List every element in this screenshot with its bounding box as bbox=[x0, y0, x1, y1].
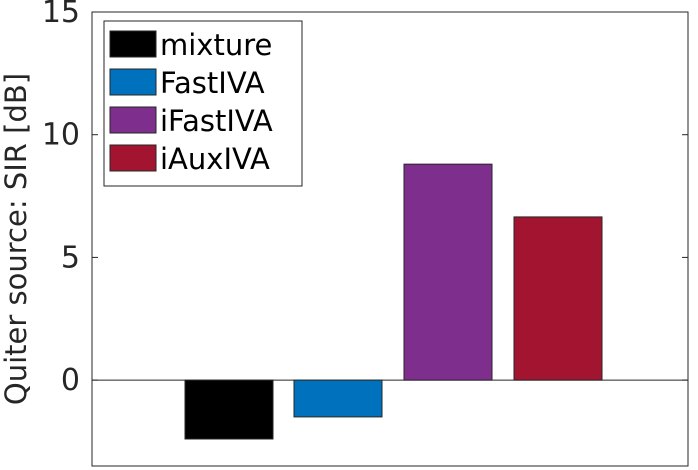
legend-swatch-FastIVA bbox=[109, 68, 157, 96]
y-tick-label: 0 bbox=[61, 363, 80, 398]
legend-swatch-iAuxIVA bbox=[109, 144, 157, 172]
y-tick-label: 5 bbox=[61, 240, 80, 275]
legend-label-FastIVA: FastIVA bbox=[160, 66, 265, 100]
y-tick-label: 15 bbox=[42, 0, 80, 30]
bar-iFastIVA bbox=[403, 163, 493, 381]
bar-FastIVA bbox=[293, 379, 383, 418]
y-ticks-group: 0 5 10 15 bbox=[42, 0, 688, 398]
y-tick-label: 10 bbox=[42, 118, 80, 153]
y-axis-label: Quiter source: SIR [dB] bbox=[0, 73, 33, 405]
legend: mixture FastIVA iFastIVA iAuxIVA bbox=[103, 20, 303, 187]
legend-label-iFastIVA: iFastIVA bbox=[160, 104, 273, 138]
legend-label-mixture: mixture bbox=[160, 28, 272, 62]
bar-iAuxIVA bbox=[513, 216, 603, 381]
bar-mixture bbox=[184, 379, 274, 440]
legend-swatch-mixture bbox=[109, 30, 157, 58]
legend-swatch-iFastIVA bbox=[109, 106, 157, 134]
legend-label-iAuxIVA: iAuxIVA bbox=[160, 142, 270, 176]
bars-group bbox=[184, 163, 603, 440]
